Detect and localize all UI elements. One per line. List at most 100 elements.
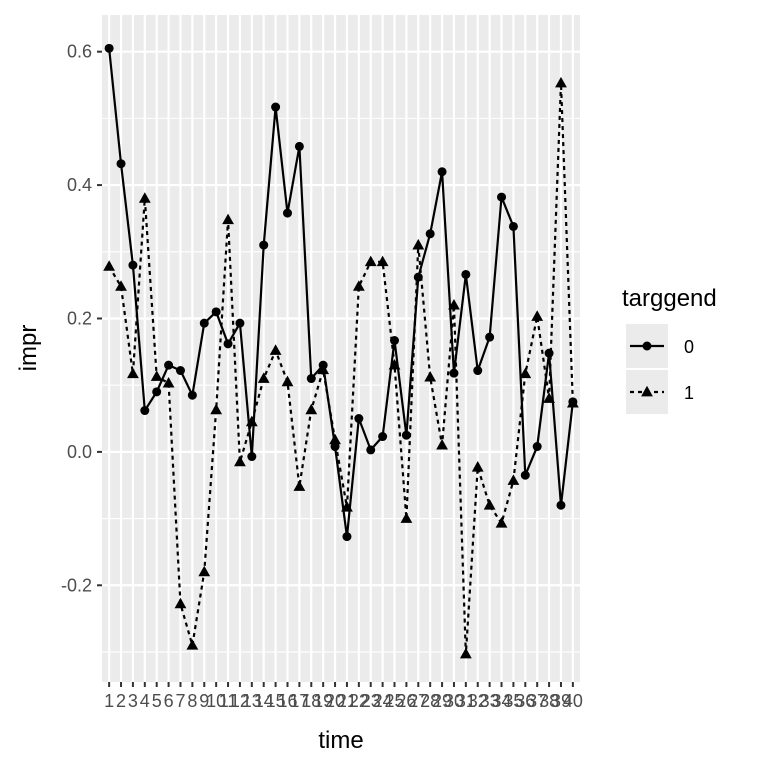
y-tick-label: 0.4 (67, 175, 92, 195)
series-1-point (138, 192, 151, 203)
x-tick-label: 7 (175, 691, 185, 711)
series-1-line (108, 81, 574, 656)
series-1-point (483, 499, 496, 510)
series-0-point (140, 406, 150, 416)
series-1-point (448, 298, 460, 310)
series-0-point (544, 348, 554, 358)
minor-gridlines (102, 117, 580, 653)
x-tick-label: 38 (539, 691, 559, 711)
x-tick-label: 2 (116, 691, 126, 711)
series-1-point (150, 370, 163, 381)
x-tick-label: 8 (187, 691, 197, 711)
series-1-point (127, 367, 139, 379)
x-tick-label: 3 (128, 691, 138, 711)
x-tick-label: 30 (444, 691, 464, 711)
x-axis: 1 2 3 4 5 6 7 8 91011121314151617181920212223242… (104, 682, 583, 711)
series-1-point (293, 480, 306, 491)
legend-label: 0 (684, 337, 694, 357)
x-tick-label: 31 (456, 691, 476, 711)
series-1-point (341, 501, 353, 512)
series-0-point (247, 452, 257, 462)
x-tick-label: 9 (199, 691, 209, 711)
x-tick-label: 24 (373, 691, 393, 711)
series-0-point (342, 532, 352, 542)
series-0-point (461, 269, 471, 279)
series-0-point (128, 260, 138, 270)
series-0-point (508, 221, 518, 231)
series-0-point (271, 102, 281, 112)
series-0-point (497, 192, 507, 202)
series-1-point (174, 597, 187, 609)
series-0-point (259, 240, 269, 250)
series-0-point (211, 307, 221, 317)
series-0-point (164, 360, 174, 370)
series-1-point (198, 565, 211, 577)
legend-label: 1 (684, 383, 694, 403)
x-tick-label: 12 (230, 691, 250, 711)
x-tick-label: 5 (152, 691, 162, 711)
series-1-point (162, 376, 175, 388)
x-tick-label: 19 (313, 691, 333, 711)
series-1-point (471, 461, 484, 472)
x-tick-label: 17 (289, 691, 309, 711)
series-1-point (222, 213, 234, 225)
x-tick-label: 13 (242, 691, 262, 711)
series-1-point (519, 367, 532, 379)
series-0-point (437, 167, 447, 177)
plot-panel (102, 15, 580, 682)
series-1-point (305, 403, 318, 415)
series-1-point (245, 415, 258, 427)
y-tick-label: 0.0 (67, 442, 92, 462)
x-tick-label: 21 (337, 691, 357, 711)
series-0-point (556, 500, 566, 510)
series-1-point (507, 474, 520, 485)
series-1-point (495, 517, 508, 528)
x-tick-label: 40 (563, 691, 583, 711)
series-1-point (329, 433, 341, 445)
x-tick-label: 37 (527, 691, 547, 711)
x-tick-label: 26 (396, 691, 416, 711)
series-0-point (378, 432, 388, 442)
series-0-point (390, 335, 400, 345)
series-0-point (306, 374, 316, 384)
x-tick-label: 28 (420, 691, 440, 711)
series-1-point (352, 280, 365, 291)
series-1-point (376, 255, 389, 267)
legend-key-marker (641, 385, 653, 397)
series-0-point (235, 318, 245, 328)
series-0-point (366, 445, 376, 455)
series-lines (108, 48, 574, 656)
x-tick-label: 15 (266, 691, 286, 711)
y-tick-label: 0.2 (67, 308, 92, 328)
y-axis: -0.2 0.0 0.2 0.4 0.6 (61, 42, 102, 595)
series-1-point (257, 372, 270, 383)
series-0-point (485, 332, 495, 342)
x-axis-title: time (318, 727, 363, 754)
y-tick-label: -0.2 (61, 575, 92, 595)
series-0-line (108, 48, 574, 538)
x-tick-label: 23 (361, 691, 381, 711)
series-markers (103, 43, 579, 659)
series-1-point (210, 403, 223, 415)
series-0-point (223, 339, 233, 349)
y-tick-label: 0.6 (67, 42, 92, 62)
series-0-point (401, 430, 411, 440)
x-tick-label: 10 (206, 691, 226, 711)
x-tick-label: 14 (254, 691, 274, 711)
series-0-point (187, 390, 197, 400)
series-1-point (103, 260, 116, 271)
series-1-point (459, 647, 472, 659)
x-tick-label: 33 (480, 691, 500, 711)
series-0-point (532, 442, 542, 452)
series-0-point (175, 366, 185, 376)
x-tick-label: 34 (492, 691, 512, 711)
series-0-point (282, 208, 292, 218)
series-0-point (425, 229, 435, 239)
series-0-point (413, 272, 423, 282)
series-1-point (412, 238, 425, 250)
x-tick-label: 22 (349, 691, 369, 711)
series-1-point (115, 280, 127, 291)
x-tick-label: 20 (325, 691, 345, 711)
x-tick-label: 39 (551, 691, 571, 711)
series-0-point (473, 366, 483, 376)
